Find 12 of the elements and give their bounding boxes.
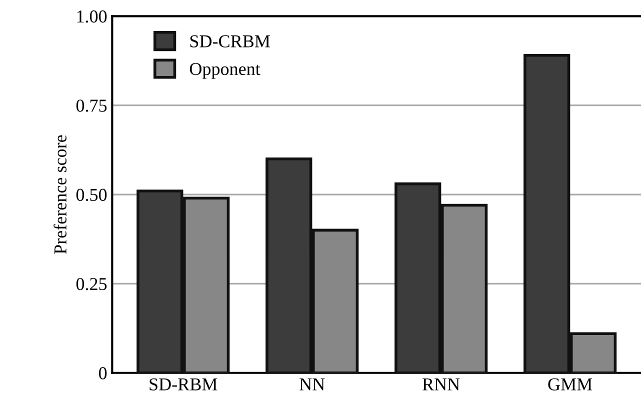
y-tick-label: 0.50 xyxy=(76,188,107,202)
y-tick-label: 0.25 xyxy=(76,278,107,290)
legend-label: Opponent xyxy=(190,62,260,79)
y-axis-title: Preference score xyxy=(54,135,66,254)
y-tick-label: 0.75 xyxy=(76,100,107,112)
x-tick-label: GMM xyxy=(548,378,592,390)
y-tick-label: 0 xyxy=(98,367,107,380)
x-tick-label: SD-RBM xyxy=(150,378,218,390)
x-tick-label: NN xyxy=(300,378,325,390)
legend-label: SD-CRBM xyxy=(190,35,270,48)
y-tick-label: 1.00 xyxy=(77,10,107,23)
x-tick-label: RNN xyxy=(422,378,460,390)
